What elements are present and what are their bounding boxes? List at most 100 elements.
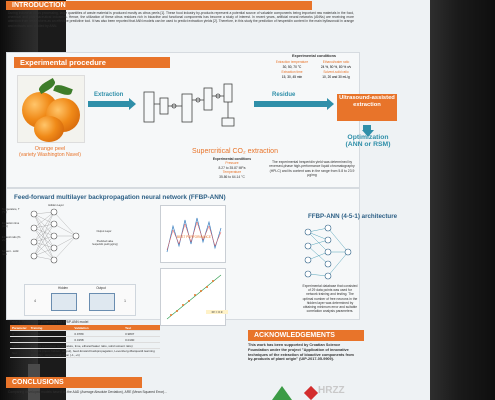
cond-ratio-value: 24 %, 50 %, 80 % v/v: [320, 65, 352, 69]
input-neuron: [30, 252, 38, 260]
hidden-neuron: [50, 208, 58, 216]
orange-caption: Orange peel (variety Washington Navel): [10, 146, 90, 159]
net-input-2: Extraction time (min): [2, 222, 20, 228]
university-logo-icon: [272, 386, 292, 400]
plot2-tag: R² = 0.9: [206, 310, 228, 314]
table-cell: 3 layers (input, hidden, output), feed-f…: [28, 348, 160, 358]
matlab-output-n: 1: [124, 299, 126, 303]
input-neuron: [30, 210, 38, 218]
extraction-arrow: [88, 98, 136, 110]
table-cell: Input: [10, 342, 29, 349]
table-cell: Net: [10, 348, 29, 358]
table-cell: R: [10, 330, 29, 337]
supercritical-co2-label: Supercritical CO₂ extraction: [192, 148, 278, 155]
extraction-label: Extraction: [94, 92, 124, 98]
performance-table: Parameter Training Validation Test R 0.9…: [10, 325, 160, 358]
cond-time-value: 15, 30, 45 min: [281, 75, 303, 79]
uae-conditions-head: Experimental conditions: [291, 54, 337, 58]
co2-tank: [143, 91, 155, 123]
table-row: Input 4 inputs (extraction temperature, …: [10, 342, 160, 349]
table-cell: 0.9807: [123, 330, 160, 337]
sc-conditions-head: Experimental conditions: [212, 157, 252, 161]
sc-pressure-value: 8.27 to 35.87 MPa: [218, 165, 246, 170]
cond-temp-label: Extraction temperature: [275, 60, 309, 64]
sc-pressure-label: Pressure: [225, 161, 239, 166]
neural-network-diagram: [30, 208, 80, 264]
down-arrow-icon: [363, 125, 371, 131]
table-header: Test: [123, 325, 160, 331]
sc-temperature-value: 35.86 to 64.14 °C: [219, 174, 245, 179]
orange-photo: [17, 75, 85, 143]
optimization-label: Optimization (ANN or RSM): [345, 134, 391, 149]
table-cell: 0.0158: [72, 336, 124, 343]
ann-title: Feed-forward multilayer backpropagation …: [14, 194, 226, 201]
intro-title: INTRODUCTION: [6, 1, 312, 10]
matlab-output-label: Output: [96, 286, 106, 290]
table-cell: 0.9789: [72, 330, 124, 337]
cond-solvent-label: Solvent-solid ratio: [323, 70, 349, 74]
uae-conditions: Experimental conditions Extraction tempe…: [272, 54, 356, 79]
conclusions-title: CONCLUSIONS: [6, 377, 142, 388]
acknowledgements-text: This work has been supported by Croatian…: [248, 343, 354, 362]
matlab-input-n: 4: [34, 299, 36, 303]
cond-ratio-label: Ethanol/water ratio: [322, 60, 350, 64]
table-caption: Table 1. Performance parameters for FFBP…: [10, 320, 89, 324]
table-cell: 0.0158: [28, 336, 73, 343]
orange-fruit-3: [34, 116, 64, 142]
matlab-hidden-block: [51, 293, 77, 311]
sample-vial: [221, 117, 235, 127]
output-label: Predicted value hesperidin yield (μg/mg): [92, 240, 118, 246]
residue-label: Residue: [272, 92, 296, 98]
hrzz-logo-text: HRZZ: [318, 385, 345, 396]
cond-temp-value: 30, 50, 70 °C: [282, 65, 302, 69]
orange-peel-label: Orange peel: [34, 146, 66, 152]
sc-conditions: Experimental conditions Pressure 8.27 to…: [200, 157, 264, 179]
hidden-neuron: [50, 244, 58, 252]
extraction-vessel: [181, 93, 193, 123]
table-header: Validation: [72, 325, 124, 331]
table-row: MSE 0.0158 0.0158 0.0190: [10, 336, 160, 343]
separator: [203, 87, 213, 111]
input-neuron: [30, 238, 38, 246]
orange-variety-label: (variety Washington Navel): [18, 152, 82, 159]
table-header: Parameter: [10, 325, 29, 331]
table-cell: 4 inputs (extraction temperature, time, …: [28, 342, 160, 349]
net-input-4: Solvent - solid ratio: [2, 250, 19, 256]
table-header: Training: [28, 325, 73, 331]
conclusions-text: Comparing developed models based on the …: [8, 390, 168, 394]
table-cell: MSE: [10, 336, 29, 343]
regression-plot: [160, 268, 226, 326]
procedure-title: Experimental procedure: [14, 57, 170, 68]
leaf-icon: [53, 83, 73, 97]
hidden-layer-label: Hidden Layer: [48, 204, 64, 207]
architecture-text: Experimental database that consisted of …: [302, 284, 358, 314]
table-row: Net 3 layers (input, hidden, output), fe…: [10, 348, 160, 358]
cond-time-label: Extraction time: [281, 70, 303, 74]
hidden-neuron: [50, 256, 58, 264]
plot1-tag: BEST PERFORMANCE: [177, 235, 211, 239]
monitor-frame-right: [423, 0, 495, 400]
input-neuron: [30, 224, 38, 232]
hidden-neuron: [50, 220, 58, 228]
table-cell: 0.9789: [28, 330, 73, 337]
ann-architecture-title: FFBP-ANN (4-5-1) architecture: [308, 213, 398, 220]
net-input-1: Temperature, T (°C): [2, 208, 20, 214]
matlab-output-block: [89, 293, 115, 311]
performance-plot: [160, 205, 226, 263]
output-neuron: [72, 232, 80, 240]
hidden-neuron: [50, 232, 58, 240]
net-input-3: Ethanol ratio (% v/v): [2, 236, 21, 242]
table-cell: 0.0190: [123, 336, 160, 343]
table-row: R 0.9789 0.9789 0.9807: [10, 330, 160, 337]
pump: [159, 97, 169, 115]
collector: [223, 83, 233, 103]
cond-solvent-value: 10, 20 and 30 mL/g: [322, 75, 350, 79]
ultrasound-extraction-box: Ultrasound-assisted extraction: [337, 94, 397, 121]
hplc-text: The experimental hesperidin yield was de…: [269, 160, 355, 177]
acknowledgements-title: ACKNOWLEDGEMENTS: [248, 330, 364, 341]
residue-arrow: [254, 98, 334, 110]
sc-temperature-label: Temperature: [222, 170, 242, 175]
ffbp-architecture-diagram: [304, 224, 352, 280]
intro-text: During industrial citrus processing, lar…: [8, 11, 354, 28]
matlab-network-view: Hidden Output 4 1: [24, 284, 136, 316]
